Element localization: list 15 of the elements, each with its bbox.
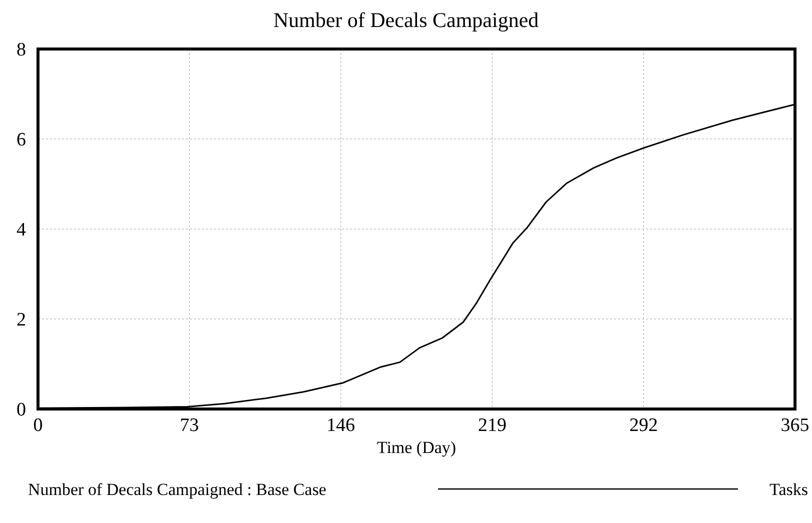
text: Tasks	[770, 480, 808, 499]
chart-title: Number of Decals Campaigned	[273, 8, 540, 32]
x-tick-label: 0	[33, 415, 43, 436]
text: Number of Decals Campaigned : Base Case	[28, 480, 326, 499]
x-tick-label: 146	[326, 415, 356, 436]
x-axis-title: Time (Day)	[376, 438, 456, 457]
y-tick-label: 8	[16, 40, 26, 61]
x-tick-label: 73	[180, 415, 199, 436]
y-tick-label: 4	[16, 220, 26, 241]
y-tick-label: 6	[16, 130, 26, 151]
x-tick-label: 365	[780, 415, 810, 436]
x-tick-label: 292	[629, 415, 658, 436]
y-tick-label: 2	[16, 310, 26, 331]
y-tick-label: 0	[16, 400, 26, 421]
x-tick-label: 219	[478, 415, 506, 436]
